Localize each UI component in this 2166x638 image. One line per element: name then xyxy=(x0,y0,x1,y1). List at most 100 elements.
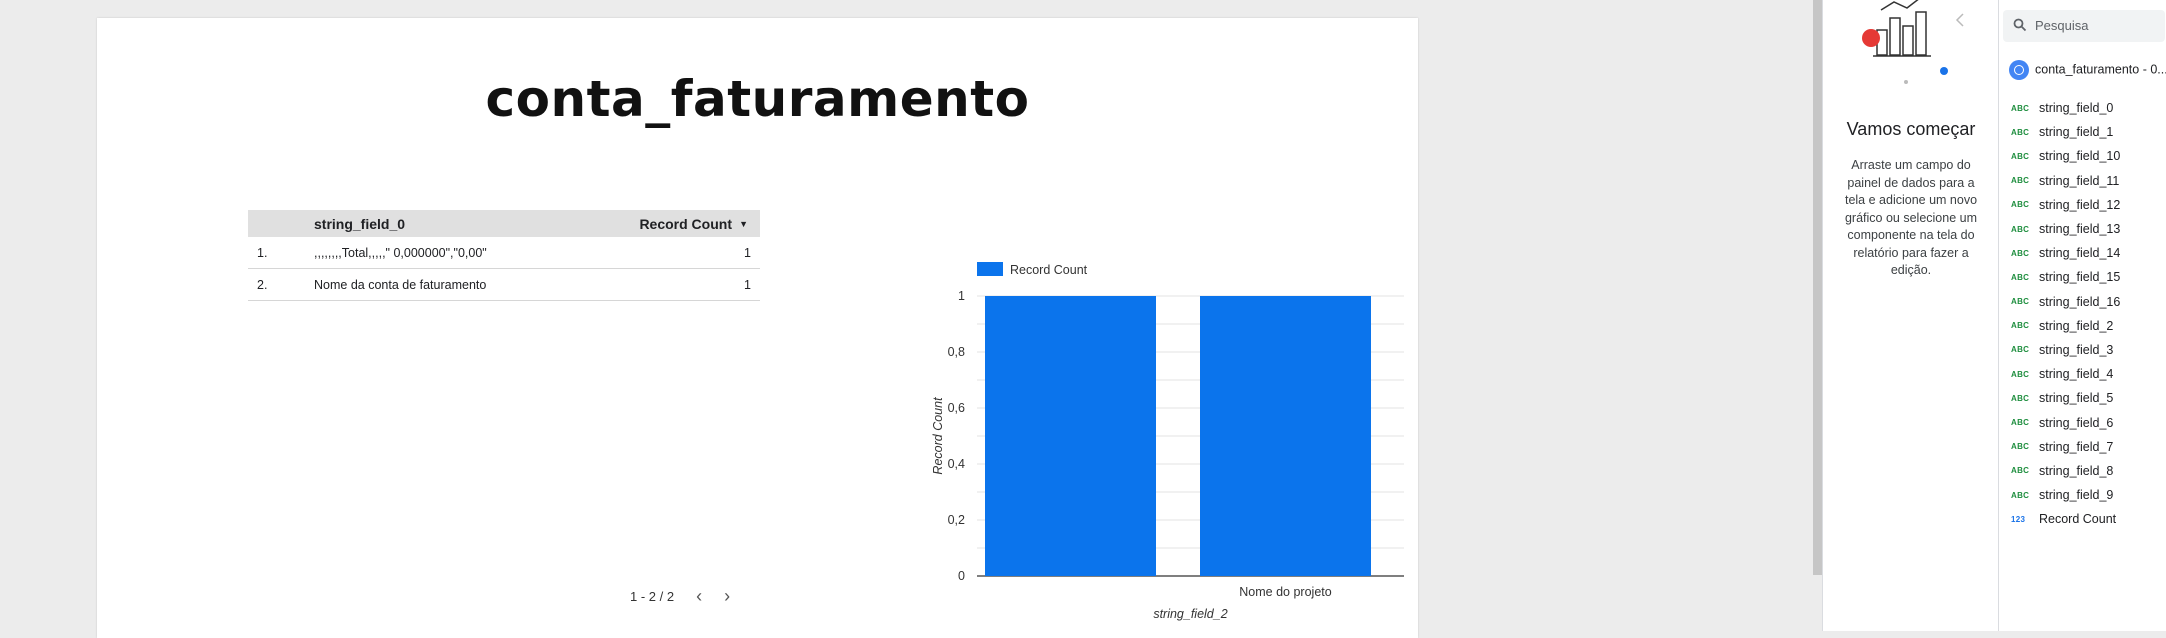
field-name: string_field_5 xyxy=(2039,391,2114,406)
y-tick-label: 0,4 xyxy=(948,457,965,471)
field-item[interactable]: ABC string_field_14 xyxy=(2011,241,2120,265)
field-item[interactable]: ABC string_field_3 xyxy=(2011,338,2120,362)
field-name: string_field_11 xyxy=(2039,173,2120,188)
number-type-icon: 123 xyxy=(2011,514,2026,524)
bar[interactable] xyxy=(985,296,1156,576)
field-item[interactable]: ABC string_field_12 xyxy=(2011,193,2120,217)
bar-chart[interactable]: 0 0,2 0,4 0,6 0,8 1 Nome do projeto Record Coun… xyxy=(827,240,1427,635)
text-type-icon: ABC xyxy=(2011,321,2030,331)
field-name: string_field_13 xyxy=(2039,222,2121,237)
row-dimension-value: Nome da conta de faturamento xyxy=(314,278,487,292)
row-index: 2. xyxy=(257,278,268,292)
field-item[interactable]: ABC string_field_1 xyxy=(2011,120,2120,144)
sort-desc-icon[interactable]: ▼ xyxy=(739,219,748,229)
y-tick-label: 1 xyxy=(958,289,965,303)
row-metric-value: 1 xyxy=(744,246,751,260)
field-item[interactable]: ABC string_field_6 xyxy=(2011,410,2120,434)
field-item[interactable]: 123 Record Count xyxy=(2011,507,2120,531)
y-tick-label: 0,2 xyxy=(948,513,965,527)
row-index: 1. xyxy=(257,246,268,260)
table-header: string_field_0 Record Count ▼ xyxy=(248,210,760,237)
text-type-icon: ABC xyxy=(2011,103,2030,113)
get-started-description: Arraste um campo do painel de dados para… xyxy=(1844,158,1978,277)
text-type-icon: ABC xyxy=(2011,418,2030,428)
pagination-label: 1 - 2 / 2 xyxy=(630,588,675,604)
field-item[interactable]: ABC string_field_15 xyxy=(2011,265,2120,289)
text-type-icon: ABC xyxy=(2011,393,2030,403)
previous-page-icon[interactable]: ‹ xyxy=(696,586,703,606)
field-list: ABC string_field_0 ABC string_field_1 ABC str… xyxy=(2011,96,2120,531)
field-name: string_field_7 xyxy=(2039,439,2114,454)
table-chart[interactable]: string_field_0 Record Count ▼ 1. ,,,,,,,… xyxy=(248,210,760,301)
text-type-icon: ABC xyxy=(2011,272,2030,282)
field-name: string_field_16 xyxy=(2039,294,2121,309)
x-tick-label: Nome do projeto xyxy=(1239,585,1331,599)
field-name: string_field_2 xyxy=(2039,318,2114,333)
dimension-column-header[interactable]: string_field_0 xyxy=(314,216,406,232)
table-row[interactable]: 1. ,,,,,,,,Total,,,,," 0,000000","0,00" … xyxy=(248,237,760,269)
field-item[interactable]: ABC string_field_8 xyxy=(2011,459,2120,483)
row-dimension-value: ,,,,,,,,Total,,,,," 0,000000","0,00" xyxy=(314,246,487,260)
field-item[interactable]: ABC string_field_5 xyxy=(2011,386,2120,410)
search-icon xyxy=(2013,18,2027,35)
data-source-name: conta_faturamento - 0... xyxy=(2035,62,2166,77)
field-item[interactable]: ABC string_field_9 xyxy=(2011,483,2120,507)
field-item[interactable]: ABC string_field_13 xyxy=(2011,217,2120,241)
y-axis-title: Record Count xyxy=(931,397,945,475)
search-placeholder: Pesquisa xyxy=(2035,18,2089,33)
field-item[interactable]: ABC string_field_16 xyxy=(2011,290,2120,314)
field-search-input[interactable]: Pesquisa xyxy=(2003,10,2165,42)
text-type-icon: ABC xyxy=(2011,345,2030,355)
field-name: string_field_3 xyxy=(2039,342,2114,357)
data-panel: Pesquisa conta_faturamento - 0... ABC str… xyxy=(1998,0,2166,631)
field-name: string_field_14 xyxy=(2039,246,2121,261)
field-name: string_field_15 xyxy=(2039,270,2121,285)
y-tick-label: 0 xyxy=(958,569,965,583)
field-name: string_field_6 xyxy=(2039,415,2114,430)
bar[interactable] xyxy=(1200,296,1371,576)
field-item[interactable]: ABC string_field_0 xyxy=(2011,96,2120,120)
field-item[interactable]: ABC string_field_10 xyxy=(2011,144,2120,168)
bigquery-icon xyxy=(2009,60,2029,80)
field-item[interactable]: ABC string_field_4 xyxy=(2011,362,2120,386)
table-row[interactable]: 2. Nome da conta de faturamento 1 xyxy=(248,269,760,301)
text-type-icon: ABC xyxy=(2011,369,2030,379)
get-started-title: Vamos começar xyxy=(1846,119,1976,139)
field-item[interactable]: ABC string_field_7 xyxy=(2011,435,2120,459)
field-item[interactable]: ABC string_field_2 xyxy=(2011,314,2120,338)
text-type-icon: ABC xyxy=(2011,127,2030,137)
x-axis-title: string_field_2 xyxy=(1153,607,1227,621)
metric-column-header[interactable]: Record Count xyxy=(639,216,732,232)
field-name: string_field_12 xyxy=(2039,197,2121,212)
text-type-icon: ABC xyxy=(2011,490,2030,500)
text-type-icon: ABC xyxy=(2011,200,2030,210)
field-name: string_field_10 xyxy=(2039,149,2121,164)
field-name: string_field_8 xyxy=(2039,463,2114,478)
legend-swatch xyxy=(977,262,1003,276)
table-pagination: 1 - 2 / 2 ‹ › xyxy=(630,587,730,605)
row-metric-value: 1 xyxy=(744,278,751,292)
next-page-icon[interactable]: › xyxy=(724,586,731,606)
field-name: string_field_1 xyxy=(2039,125,2114,140)
report-canvas[interactable]: conta_faturamento string_field_0 Record … xyxy=(97,18,1418,638)
text-type-icon: ABC xyxy=(2011,151,2030,161)
report-title[interactable]: conta_faturamento xyxy=(485,70,1030,128)
text-type-icon: ABC xyxy=(2011,224,2030,234)
text-type-icon: ABC xyxy=(2011,466,2030,476)
data-source-item[interactable]: conta_faturamento - 0... xyxy=(2009,60,2166,80)
y-tick-label: 0,6 xyxy=(948,401,965,415)
y-tick-label: 0,8 xyxy=(948,345,965,359)
text-type-icon: ABC xyxy=(2011,176,2030,186)
field-name: string_field_0 xyxy=(2039,101,2114,116)
text-type-icon: ABC xyxy=(2011,297,2030,307)
field-item[interactable]: ABC string_field_11 xyxy=(2011,169,2120,193)
get-started-illustration-icon xyxy=(1862,0,1964,84)
field-name: Record Count xyxy=(2039,512,2117,527)
legend-label: Record Count xyxy=(1010,263,1088,277)
field-name: string_field_9 xyxy=(2039,488,2114,503)
text-type-icon: ABC xyxy=(2011,442,2030,452)
canvas-scrollbar[interactable] xyxy=(1813,0,1823,575)
properties-panel: Vamos começar Arraste um campo do painel… xyxy=(1822,0,1999,631)
field-name: string_field_4 xyxy=(2039,367,2114,382)
text-type-icon: ABC xyxy=(2011,248,2030,258)
